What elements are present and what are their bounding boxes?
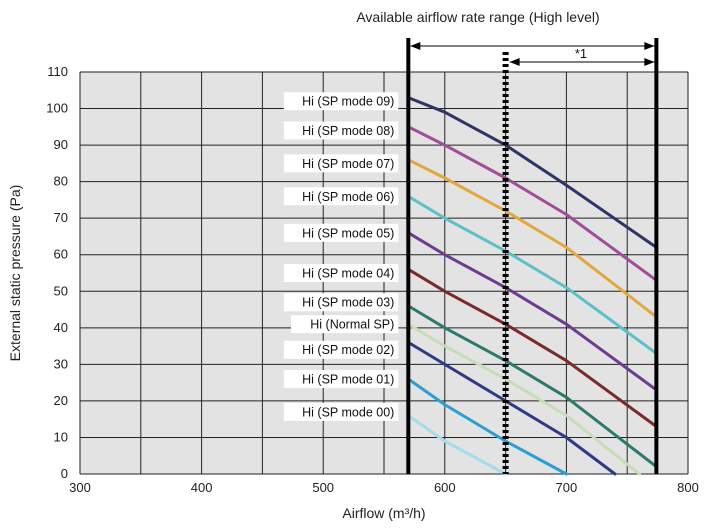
curve-label: Hi (SP mode 01)	[302, 372, 394, 386]
note-arrow-head-left	[509, 58, 520, 66]
y-tick-label: 110	[47, 64, 68, 79]
curve-label: Hi (Normal SP)	[310, 318, 394, 332]
curve-label-box	[290, 315, 399, 334]
curve-label: Hi (SP mode 00)	[302, 405, 394, 419]
y-tick-label: 90	[54, 137, 68, 152]
curve-label-box	[283, 154, 399, 173]
y-tick-label: 10	[54, 429, 68, 444]
curve-label: Hi (SP mode 06)	[302, 190, 394, 204]
curve-label: Hi (SP mode 09)	[302, 95, 394, 109]
y-tick-label: 60	[54, 247, 68, 262]
curve-label: Hi (SP mode 05)	[302, 226, 394, 240]
y-tick-label: 20	[54, 393, 68, 408]
curve-label-box	[283, 293, 399, 312]
y-tick-label: 70	[54, 210, 68, 225]
x-tick-label: 300	[69, 480, 91, 495]
curve-label-box	[283, 264, 399, 282]
y-tick-label: 40	[54, 320, 68, 335]
x-tick-label: 800	[677, 480, 699, 495]
y-tick-label: 80	[54, 174, 68, 189]
curve-label-box	[283, 369, 399, 388]
y-tick-label: 0	[61, 466, 68, 481]
series-line	[406, 377, 568, 476]
y-tick-label: 30	[54, 356, 68, 371]
series-line	[406, 414, 508, 476]
series-line	[406, 96, 658, 249]
axis-ticks: 300 400 500 600 700 800 0 10 20 30 40 50 60 70 80 90 100…	[46, 64, 699, 495]
range-arrow-head-right	[644, 42, 655, 50]
chart-title: Available airflow rate range (High level…	[356, 9, 599, 25]
range-arrow-head-left	[410, 42, 421, 50]
curve-label: Hi (SP mode 08)	[302, 124, 394, 138]
note-label: *1	[575, 46, 587, 61]
curve-label-box	[283, 340, 399, 359]
curve-label: Hi (SP mode 04)	[302, 267, 394, 281]
curve-label: Hi (SP mode 02)	[302, 343, 394, 357]
curve-label: Hi (SP mode 07)	[302, 157, 394, 171]
x-tick-label: 600	[434, 480, 456, 495]
curve-label-box	[283, 402, 399, 421]
curve-label-box	[283, 223, 399, 242]
y-tick-label: 100	[46, 101, 68, 116]
note-arrow-head-right	[644, 58, 655, 66]
y-tick-label: 50	[54, 283, 68, 298]
x-tick-label: 500	[312, 480, 334, 495]
y-axis-title: External static pressure (Pa)	[7, 185, 23, 362]
curve-label-box	[283, 187, 399, 206]
x-tick-label: 400	[191, 480, 213, 495]
x-tick-label: 700	[556, 480, 578, 495]
curve-labels: Hi (SP mode 09) Hi (SP mode 08) Hi (SP mod…	[283, 92, 399, 421]
range-overlay: *1	[406, 38, 659, 474]
curve-label: Hi (SP mode 03)	[302, 296, 394, 310]
curve-label-box	[283, 92, 399, 111]
curve-label-box	[283, 121, 399, 140]
x-axis-title: Airflow (m³/h)	[342, 505, 425, 521]
